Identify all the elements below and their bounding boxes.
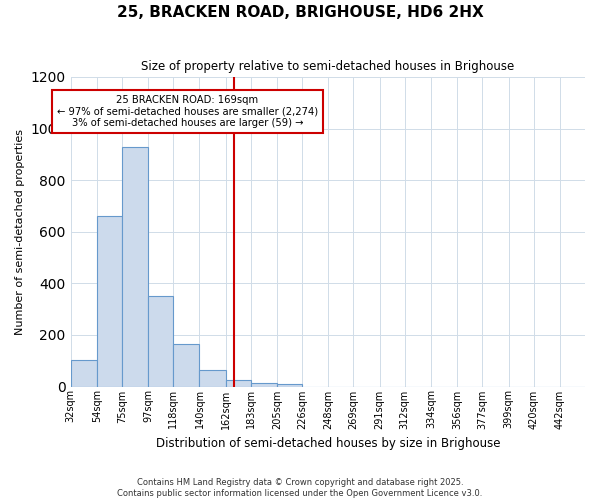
Title: Size of property relative to semi-detached houses in Brighouse: Size of property relative to semi-detach… — [141, 60, 514, 73]
Bar — [173, 344, 199, 387]
Bar — [277, 384, 302, 386]
Bar — [148, 296, 173, 386]
X-axis label: Distribution of semi-detached houses by size in Brighouse: Distribution of semi-detached houses by … — [155, 437, 500, 450]
Bar — [199, 370, 226, 386]
Bar — [97, 216, 122, 386]
Bar — [71, 360, 97, 386]
Text: 25, BRACKEN ROAD, BRIGHOUSE, HD6 2HX: 25, BRACKEN ROAD, BRIGHOUSE, HD6 2HX — [116, 5, 484, 20]
Y-axis label: Number of semi-detached properties: Number of semi-detached properties — [15, 128, 25, 334]
Text: 25 BRACKEN ROAD: 169sqm
← 97% of semi-detached houses are smaller (2,274)
3% of : 25 BRACKEN ROAD: 169sqm ← 97% of semi-de… — [57, 95, 318, 128]
Text: Contains HM Land Registry data © Crown copyright and database right 2025.
Contai: Contains HM Land Registry data © Crown c… — [118, 478, 482, 498]
Bar — [251, 382, 277, 386]
Bar — [226, 380, 251, 386]
Bar — [122, 146, 148, 386]
